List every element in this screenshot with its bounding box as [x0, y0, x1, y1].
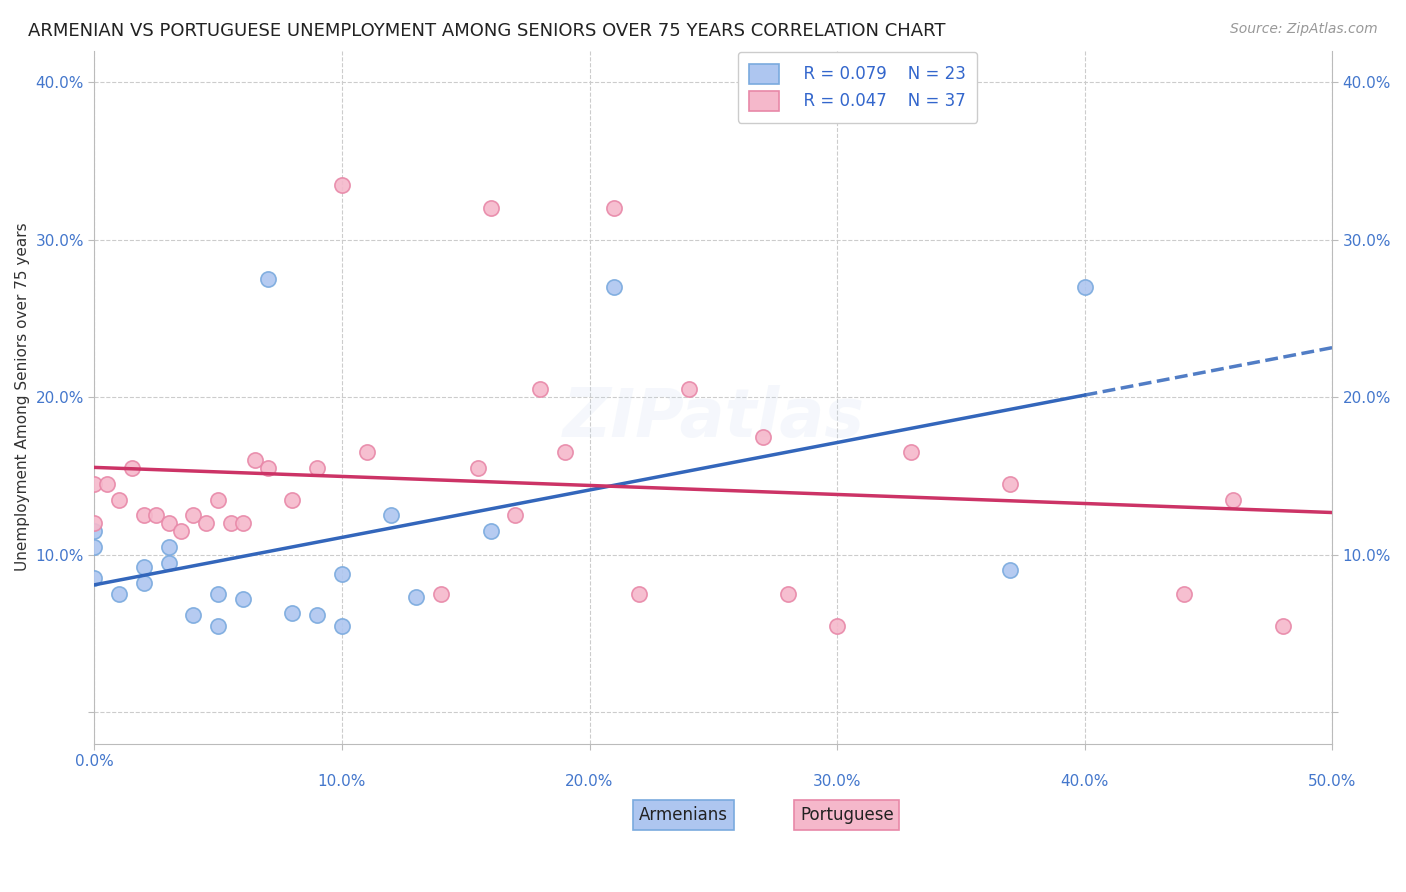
Point: [207, 618, 229, 632]
Point: [603, 280, 626, 294]
Point: [132, 576, 155, 591]
Point: [1073, 280, 1095, 294]
Point: [83, 516, 105, 531]
Point: [330, 566, 353, 581]
Point: [1000, 563, 1022, 577]
Point: [170, 524, 193, 538]
Point: [479, 201, 502, 215]
Point: [245, 453, 267, 467]
Point: [356, 445, 378, 459]
Point: [380, 508, 402, 523]
Text: 10.0%: 10.0%: [318, 774, 366, 789]
Point: [256, 272, 278, 286]
Point: [307, 461, 329, 475]
Point: [232, 516, 254, 531]
Text: Portuguese: Portuguese: [800, 806, 894, 824]
Text: Armenians: Armenians: [638, 806, 728, 824]
Point: [1000, 476, 1022, 491]
Point: [232, 591, 254, 606]
Point: [1222, 492, 1244, 507]
Legend:   R = 0.079    N = 23,   R = 0.047    N = 37: R = 0.079 N = 23, R = 0.047 N = 37: [738, 52, 977, 123]
Y-axis label: Unemployment Among Seniors over 75 years: Unemployment Among Seniors over 75 years: [15, 223, 30, 572]
Point: [157, 516, 180, 531]
Text: 40.0%: 40.0%: [1060, 774, 1109, 789]
Point: [183, 508, 205, 523]
Point: [157, 540, 180, 554]
Point: [281, 606, 304, 620]
Point: [83, 571, 105, 585]
Text: ZIPatlas: ZIPatlas: [562, 385, 865, 451]
Point: [183, 607, 205, 622]
Point: [776, 587, 799, 601]
Point: [96, 476, 118, 491]
Point: [207, 492, 229, 507]
Point: [330, 178, 353, 192]
Point: [281, 492, 304, 507]
Point: [145, 508, 167, 523]
Point: [307, 607, 329, 622]
Text: ARMENIAN VS PORTUGUESE UNEMPLOYMENT AMONG SENIORS OVER 75 YEARS CORRELATION CHAR: ARMENIAN VS PORTUGUESE UNEMPLOYMENT AMON…: [28, 22, 946, 40]
Point: [503, 508, 526, 523]
Point: [405, 590, 427, 604]
Point: [83, 540, 105, 554]
Point: [627, 587, 650, 601]
Point: [479, 524, 502, 538]
Point: [678, 382, 700, 396]
Point: [1271, 618, 1294, 632]
Point: [194, 516, 217, 531]
Text: 50.0%: 50.0%: [1308, 774, 1357, 789]
Text: 20.0%: 20.0%: [565, 774, 613, 789]
Point: [430, 587, 453, 601]
Point: [132, 560, 155, 574]
Point: [1173, 587, 1195, 601]
Text: Source: ZipAtlas.com: Source: ZipAtlas.com: [1230, 22, 1378, 37]
Point: [132, 508, 155, 523]
Point: [219, 516, 242, 531]
Point: [121, 461, 143, 475]
Point: [157, 556, 180, 570]
Point: [207, 587, 229, 601]
Point: [825, 618, 848, 632]
Text: 30.0%: 30.0%: [813, 774, 862, 789]
Point: [554, 445, 576, 459]
Point: [108, 587, 131, 601]
Point: [467, 461, 489, 475]
Point: [529, 382, 551, 396]
Point: [603, 201, 626, 215]
Point: [330, 618, 353, 632]
Point: [83, 476, 105, 491]
Point: [108, 492, 131, 507]
Point: [752, 429, 775, 443]
Point: [83, 524, 105, 538]
Point: [900, 445, 922, 459]
Point: [256, 461, 278, 475]
